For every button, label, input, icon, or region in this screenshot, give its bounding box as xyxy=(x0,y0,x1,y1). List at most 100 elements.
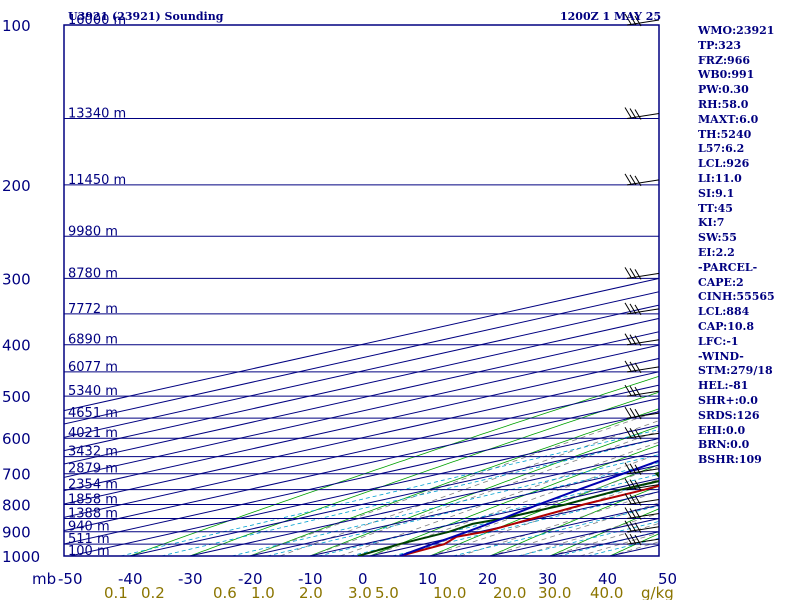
stat-item: EHI:0.0 xyxy=(698,423,746,437)
stat-item: SW:55 xyxy=(698,231,737,245)
wind-barb xyxy=(624,426,660,440)
stat-item: RH:58.0 xyxy=(698,97,749,111)
moist-adiabat xyxy=(489,502,659,556)
mixing-ratio-label: 1.0 xyxy=(251,584,275,600)
height-label: 13340 m xyxy=(68,107,126,122)
isotherm xyxy=(64,344,659,478)
stat-item: BRN:0.0 xyxy=(698,438,750,452)
wind-barb xyxy=(624,107,660,120)
height-label: 4021 m xyxy=(68,426,118,441)
stat-item: EI:2.2 xyxy=(698,245,735,259)
isotherm xyxy=(249,464,659,556)
mixing-ratio-label: 0.6 xyxy=(213,584,237,600)
mixing-ratio-label: 3.0 xyxy=(348,584,372,600)
height-label: 3432 m xyxy=(68,445,118,460)
height-label: 2354 m xyxy=(68,478,118,493)
height-label: 16000 m xyxy=(68,13,126,28)
dry-adiabat xyxy=(128,375,659,556)
pressure-label: 900 xyxy=(2,524,31,542)
moist-adiabat xyxy=(369,453,659,556)
wind-barb xyxy=(624,520,660,533)
mixing-ratio-label: 30.0 xyxy=(538,584,571,600)
stat-item: TP:323 xyxy=(698,38,742,52)
isotherm xyxy=(64,317,659,452)
dry-adiabat xyxy=(368,444,659,556)
stat-item: CAPE:2 xyxy=(698,275,744,289)
temperature-tick-label: -50 xyxy=(58,570,83,588)
wind-barb xyxy=(624,462,660,476)
stat-item: STM:279/18 xyxy=(698,364,773,378)
stat-item: KI:7 xyxy=(698,216,725,230)
wind-barb xyxy=(624,173,660,187)
pressure-label: 400 xyxy=(2,337,31,355)
mixing-ratio-unit: g/kg xyxy=(641,584,674,600)
dry-adiabat xyxy=(489,485,659,556)
temperature-tick-label: 50 xyxy=(658,570,677,588)
wind-barb xyxy=(624,507,660,520)
stat-item: LCL:884 xyxy=(698,305,750,319)
temperature-tick-label: 40 xyxy=(598,570,617,588)
stat-item: WMO:23921 xyxy=(698,24,775,37)
stat-item: LI:11.0 xyxy=(698,171,742,185)
stat-item: BSHR:109 xyxy=(698,453,762,467)
pressure-label: 800 xyxy=(2,497,31,515)
stats-panel: WMO:23921 TP:323 FRZ:966 WB0:991 PW:0.30 RH:5… xyxy=(698,24,775,468)
dewpoint-curve xyxy=(357,471,659,556)
isotherm xyxy=(64,304,659,438)
mixing-ratio-label: 5.0 xyxy=(375,584,399,600)
pressure-unit-label: mb xyxy=(32,570,56,588)
wind-barb xyxy=(624,13,660,27)
isotherm xyxy=(64,384,659,518)
wind-barb xyxy=(624,406,660,420)
stat-item: CAP:10.8 xyxy=(698,319,755,333)
temperature-tick-label: -20 xyxy=(238,570,263,588)
height-label: 511 m xyxy=(68,532,110,547)
isotherm xyxy=(64,291,659,425)
height-label: 100 m xyxy=(68,544,110,559)
isotherm xyxy=(64,397,659,532)
stat-item: SI:9.1 xyxy=(698,186,735,200)
height-label: 1388 m xyxy=(68,507,118,522)
moist-adiabat xyxy=(399,466,659,556)
stat-item: SRDS:126 xyxy=(698,408,760,422)
stat-item: LFC:-1 xyxy=(698,334,739,348)
stat-item: LCL:926 xyxy=(698,157,750,171)
pressure-label: 700 xyxy=(2,466,31,484)
temperature-tick-label: 20 xyxy=(478,570,497,588)
pressure-label: 600 xyxy=(2,430,31,448)
pressure-label: 500 xyxy=(2,388,31,406)
moist-adiabat xyxy=(459,490,659,556)
station-title: U3921 (23921) Sounding xyxy=(68,10,224,23)
temperature-tick-label: -10 xyxy=(298,570,323,588)
stat-item: FRZ:966 xyxy=(698,53,751,67)
pressure-label: 300 xyxy=(2,270,31,288)
isotherm xyxy=(189,451,659,556)
valid-time: 1200Z 1 MAY 25 xyxy=(560,10,661,23)
mixing-ratio-label: 10.0 xyxy=(433,584,466,600)
isotherm xyxy=(64,411,659,545)
dry-adiabat xyxy=(248,408,659,556)
wind-barb xyxy=(624,478,660,491)
stat-item: CINH:55565 xyxy=(698,290,775,304)
wind-barb xyxy=(624,493,660,506)
wind-barb xyxy=(624,384,660,398)
temperature-tick-label: 0 xyxy=(358,570,368,588)
temperature-tick-label: 30 xyxy=(538,570,557,588)
dry-adiabat xyxy=(188,391,659,556)
height-label: 4651 m xyxy=(68,406,118,421)
isotherm xyxy=(64,331,659,465)
stat-item: SHR+:0.0 xyxy=(698,393,758,407)
wind-barb xyxy=(624,532,660,546)
wind-barb xyxy=(624,360,660,374)
isotherm xyxy=(69,424,659,556)
mixing-ratio-label: 40.0 xyxy=(590,584,623,600)
height-label: 1858 m xyxy=(68,493,118,508)
height-label: 8780 m xyxy=(68,266,118,281)
height-label: 6077 m xyxy=(68,360,118,375)
plot-frame xyxy=(63,24,660,557)
mixing-ratio-label: 2.0 xyxy=(299,584,323,600)
plot-border xyxy=(63,24,660,557)
stat-item: -PARCEL- xyxy=(698,260,758,274)
